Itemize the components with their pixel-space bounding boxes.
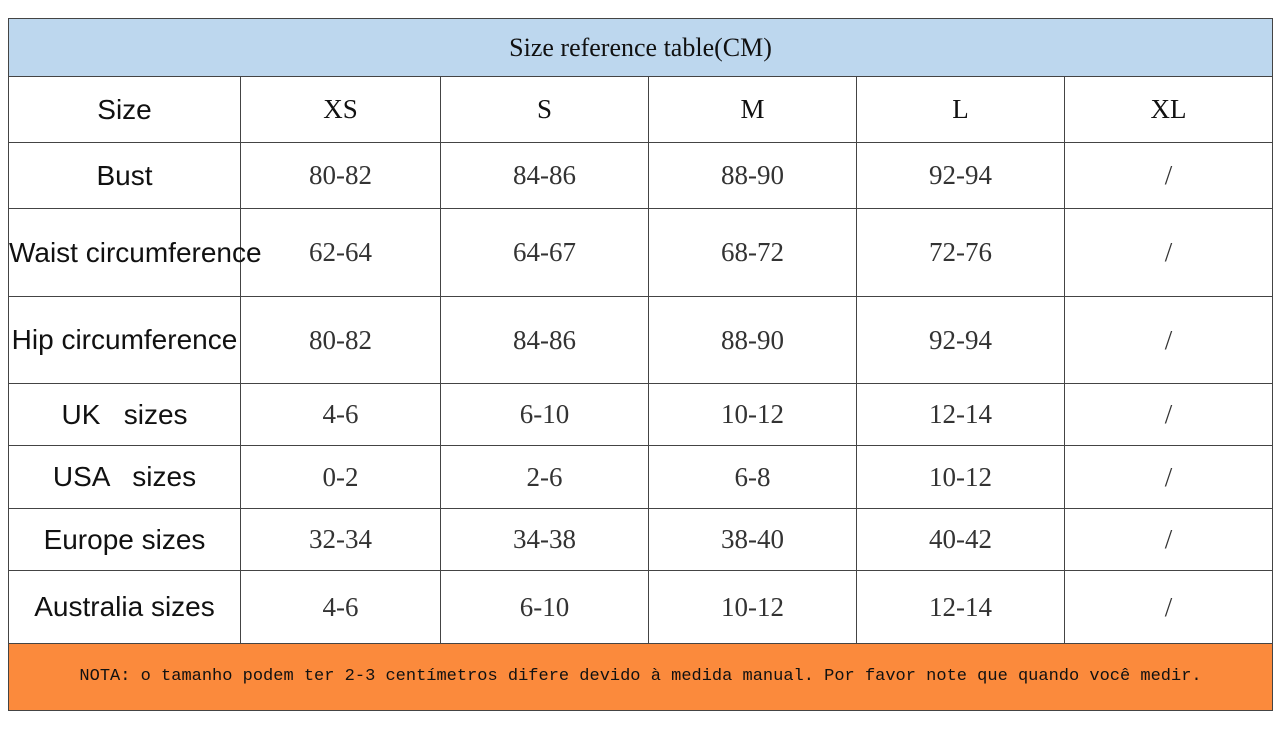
cell: 34-38	[440, 508, 649, 571]
cell: 62-64	[240, 208, 441, 297]
table-row: Australia sizes 4-6 6-10 10-12 12-14/	[8, 570, 1274, 644]
cell: 64-67	[440, 208, 649, 297]
cell: 80-82	[240, 296, 441, 384]
cell: 84-86	[440, 142, 649, 209]
note: NOTA: o tamanho podem ter 2-3 centímetro…	[7, 643, 1274, 711]
cell: 6-8	[648, 445, 857, 509]
cell: 12-14	[856, 383, 1065, 446]
cell: 80-82	[240, 142, 441, 209]
cell: /	[1063, 296, 1274, 384]
table-row: UK sizes 4-6 6-10 10-12 12-14/	[8, 383, 1274, 446]
cell: 0-2	[240, 445, 441, 509]
cell: /	[1063, 570, 1274, 644]
table-row: Hip circumference 80-82 84-86 88-90 92-94/	[8, 296, 1274, 384]
table-row: USA sizes 0-2 2-6 6-8 10-12/	[8, 445, 1274, 509]
cell: 10-12	[648, 383, 857, 446]
row-label: Waist circumference	[8, 208, 262, 297]
cell: 88-90	[648, 296, 857, 384]
cell: 92-94	[856, 142, 1065, 209]
table-row: Waist circumference 62-64 64-67 68-72 72-76/	[8, 208, 1274, 297]
cell: 92-94	[856, 296, 1065, 384]
row-label: Hip circumference	[8, 296, 241, 384]
cell: /	[1063, 445, 1274, 509]
cell: 38-40	[648, 508, 857, 571]
row-label: Australia sizes	[8, 570, 241, 644]
table-title: Size reference table(CM)	[7, 18, 1274, 77]
cell: /	[1063, 208, 1274, 297]
cell: 10-12	[648, 570, 857, 644]
table-row: Size XS S M L XL	[8, 76, 1274, 143]
cell: 68-72	[648, 208, 857, 297]
cell: 2-6	[440, 445, 649, 509]
cell: 4-6	[240, 383, 441, 446]
row-label: Size	[8, 76, 241, 143]
cell: 4-6	[240, 570, 441, 644]
row-label: Europe sizes	[8, 508, 241, 571]
cell: XS	[240, 76, 441, 143]
cell: M	[648, 76, 857, 143]
cell: XL	[1063, 76, 1274, 143]
size-table: Size reference table(CM) Size XS S M L XL Bust…	[7, 18, 1274, 711]
cell: L	[856, 76, 1065, 143]
cell: /	[1063, 142, 1274, 209]
table-row: Europe sizes 32-34 34-38 38-40 40-42/	[8, 508, 1274, 571]
cell: 72-76	[856, 208, 1065, 297]
row-label: UK sizes	[8, 383, 241, 446]
row-label: Bust	[8, 142, 241, 209]
cell: 12-14	[856, 570, 1065, 644]
cell: 84-86	[440, 296, 649, 384]
cell: /	[1063, 508, 1274, 571]
title-row: Size reference table(CM)	[7, 18, 1274, 77]
cell: 10-12	[856, 445, 1065, 509]
cell: 32-34	[240, 508, 441, 571]
table-row: Bust 80-82 84-86 88-90 92-94/	[8, 142, 1274, 209]
cell: 40-42	[856, 508, 1065, 571]
cell: 88-90	[648, 142, 857, 209]
cell: 6-10	[440, 570, 649, 644]
note-row: NOTA: o tamanho podem ter 2-3 centímetro…	[7, 643, 1274, 711]
row-label: USA sizes	[8, 445, 241, 509]
cell: S	[440, 76, 649, 143]
cell: /	[1063, 383, 1274, 446]
cell: 6-10	[440, 383, 649, 446]
